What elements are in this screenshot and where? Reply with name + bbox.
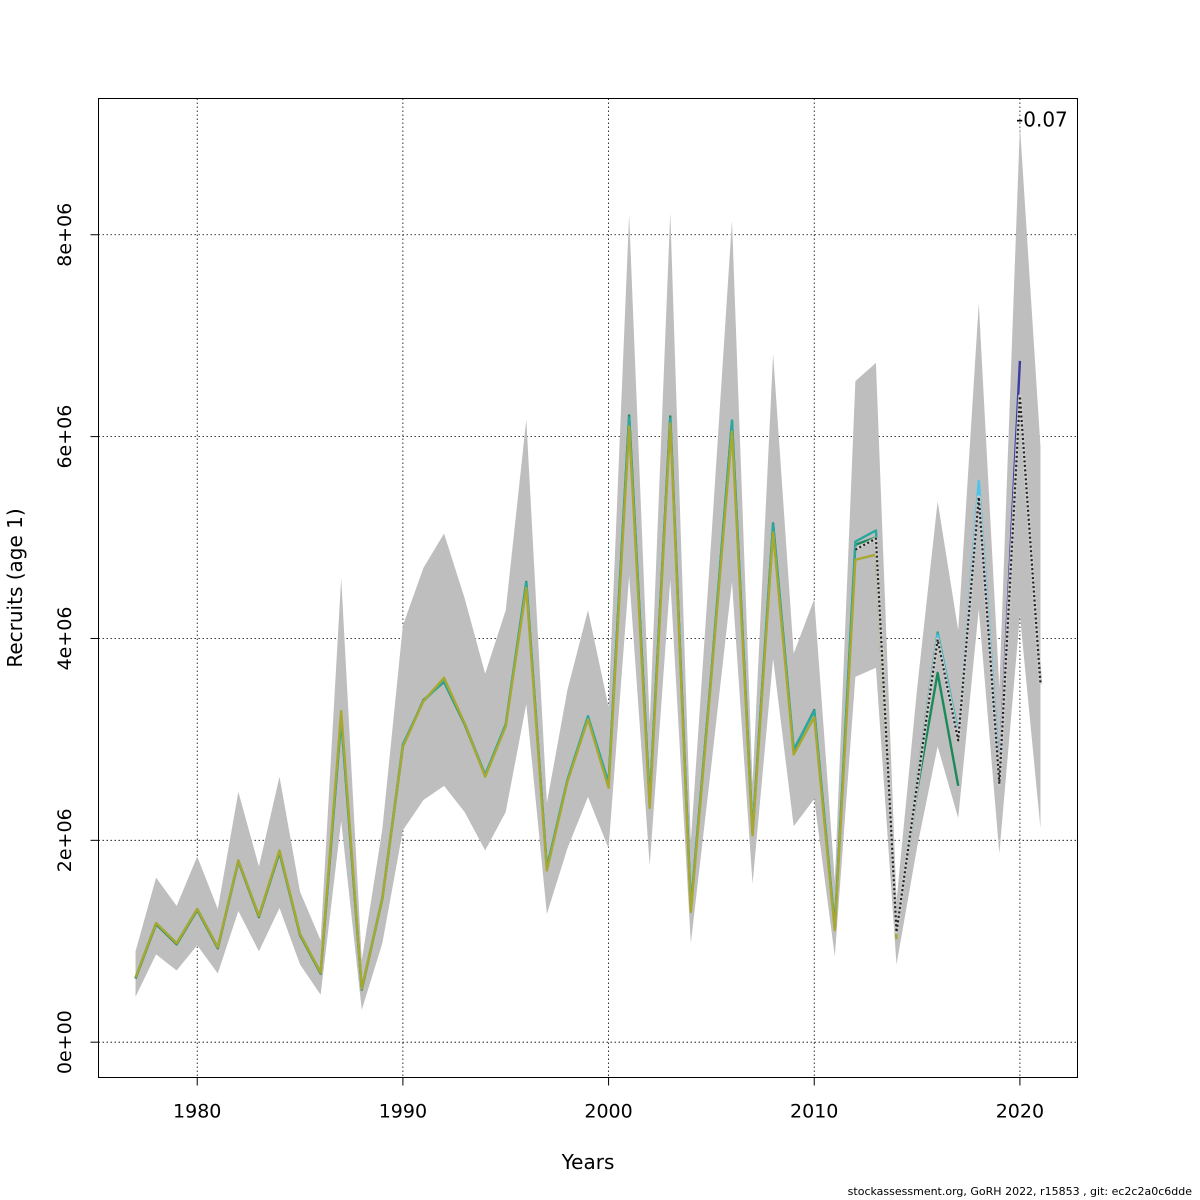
y-tick-label-4: 8e+06 [54,203,76,267]
confidence-band [135,125,1041,1010]
series-line-4 [134,422,898,990]
x-tick-label-2000: 2000 [584,1101,632,1123]
x-tick-label-2020: 2020 [996,1101,1044,1123]
x-tick-label-1980: 1980 [173,1101,221,1123]
series-layer [134,360,1043,991]
series-line-5-halo [854,394,1043,934]
y-axis-ticks: 0e+00 2e+06 4e+06 6e+06 8e+06 [54,203,99,1074]
x-axis-title: Years [561,1150,615,1174]
x-tick-label-2010: 2010 [790,1101,838,1123]
plot-frame [98,98,1078,1078]
y-tick-label-3: 6e+06 [54,405,76,469]
y-tick-label-1: 2e+06 [54,808,76,872]
y-tick-label-0: 0e+00 [54,1010,76,1074]
y-tick-label-2: 4e+06 [54,607,76,671]
x-tick-label-1990: 1990 [379,1101,427,1123]
confidence-band-layer [135,125,1041,1010]
y-axis-title: Recruits (age 1) [3,508,27,667]
x-axis-ticks: 1980 1990 2000 2010 2020 [173,1077,1044,1123]
footer-credit: stockassessment.org, GoRH 2022, r15853 ,… [847,1185,1192,1198]
annotation-label: -0.07 [1016,108,1068,132]
